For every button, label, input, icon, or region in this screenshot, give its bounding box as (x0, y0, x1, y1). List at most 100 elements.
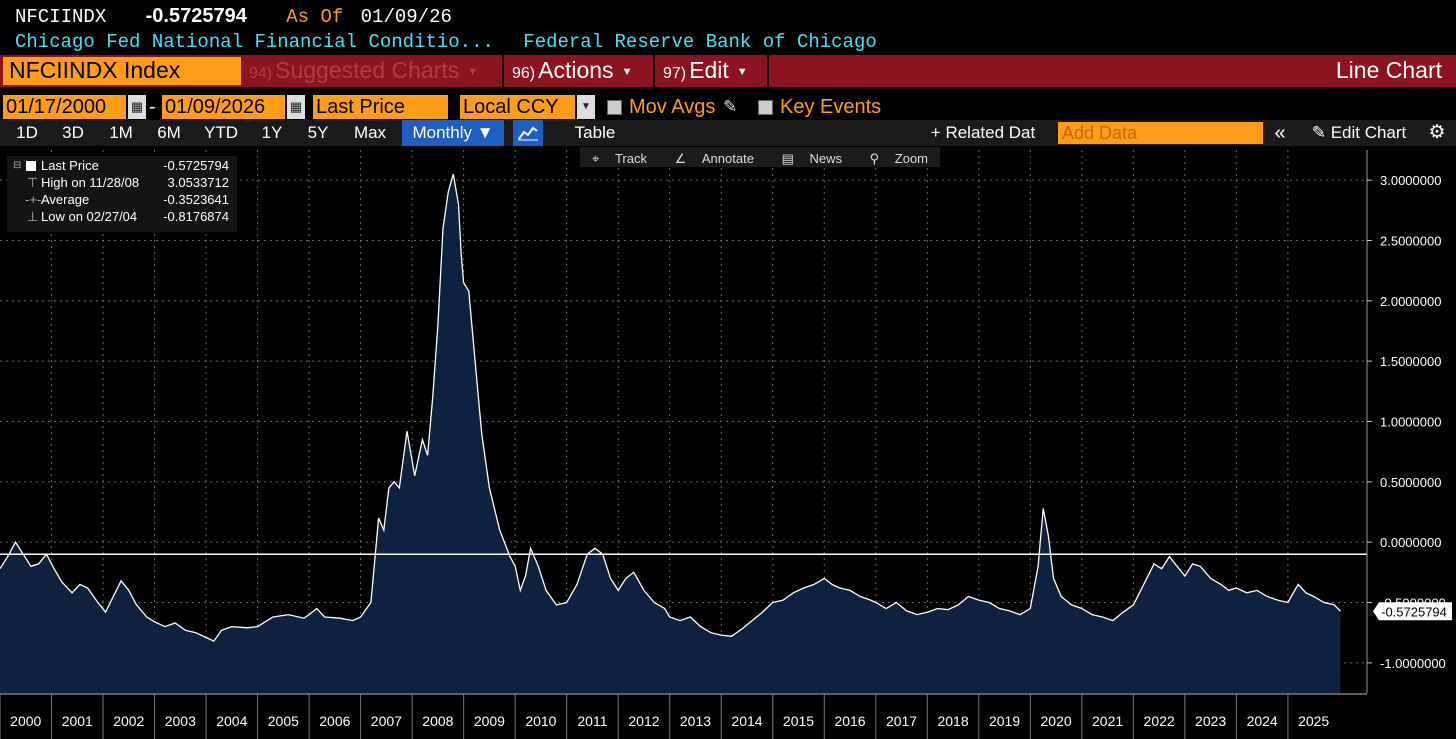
zoom-label: Zoom (894, 151, 929, 166)
legend-row-average: -+- Average -0.3523641 (7, 192, 237, 208)
series-swatch-icon (26, 161, 36, 171)
start-date-input[interactable]: 01/17/2000 (3, 95, 126, 119)
legend-label: High on 11/28/08 (41, 175, 140, 190)
y-tick-label: 1.5000000 (1380, 354, 1441, 369)
x-tick-label: 2015 (783, 713, 814, 729)
period-max[interactable]: Max (353, 123, 387, 142)
legend-value: 3.0533712 (167, 175, 229, 190)
x-tick-label: 2001 (62, 713, 93, 729)
x-tick-label: 2020 (1041, 713, 1072, 729)
x-tick-label: 2016 (834, 713, 865, 729)
crosshair-icon: ⌖ (592, 151, 600, 166)
frequency-label: Monthly (412, 123, 472, 142)
period-1y[interactable]: 1Y (261, 123, 283, 142)
table-button[interactable]: Table (574, 123, 616, 142)
annotate-tool[interactable]: ∠ Annotate (663, 147, 766, 171)
mov-avgs-label: Mov Avgs (629, 96, 716, 118)
period-3d[interactable]: 3D (62, 123, 84, 142)
edit-menu[interactable]: 97) Edit ▼ (657, 55, 769, 87)
ticker-symbol: NFCIINDX (15, 6, 107, 28)
as-of-date: 01/09/26 (360, 6, 452, 28)
edit-chart-button[interactable]: ✎ Edit Chart (1300, 120, 1418, 146)
legend-row-last: ⊟ Last Price -0.5725794 (7, 158, 237, 174)
security-source: Federal Reserve Bank of Chicago (523, 31, 877, 53)
x-tick-label: 2024 (1247, 713, 1278, 729)
calendar-icon[interactable]: ▦ (287, 95, 305, 119)
chart-legend: ⊟ Last Price -0.5725794 ⊤ High on 11/28/… (7, 156, 237, 232)
x-tick-label: 2025 (1298, 713, 1329, 729)
y-tick-label: 3.0000000 (1380, 173, 1441, 188)
period-6m[interactable]: 6M (157, 123, 181, 142)
security-field[interactable]: NFCIINDX Index (3, 57, 241, 85)
high-marker-icon: ⊤ (27, 175, 39, 190)
calendar-icon[interactable]: ▦ (128, 95, 146, 119)
frequency-dropdown[interactable]: Monthly ▼ (402, 120, 504, 146)
x-tick-label: 2006 (319, 713, 350, 729)
x-tick-label: 2010 (525, 713, 556, 729)
menu-number: 97) (663, 65, 687, 82)
related-data-label: Related Dat (945, 123, 1036, 142)
series-line (0, 173, 1341, 642)
menu-label: Actions (538, 57, 614, 83)
collapse-icon[interactable]: « (1274, 122, 1286, 144)
x-tick-label: 2013 (680, 713, 711, 729)
zoom-icon: ⚲ (869, 151, 880, 166)
low-marker-icon: ⊥ (27, 209, 39, 224)
x-tick-label: 2011 (577, 713, 607, 729)
x-tick-label: 2017 (886, 713, 917, 729)
actions-menu[interactable]: 96) Actions ▼ (506, 55, 655, 87)
edit-chart-label: Edit Chart (1330, 123, 1407, 142)
y-tick-label: 0.5000000 (1380, 475, 1441, 490)
track-tool[interactable]: ⌖ Track (580, 147, 659, 171)
menu-label: Edit (689, 57, 729, 83)
news-tool[interactable]: ▤ News (770, 147, 854, 171)
last-value: -0.5725794 (145, 5, 247, 27)
caret-down-icon: ▼ (467, 66, 479, 78)
end-date-input[interactable]: 01/09/2026 (162, 95, 285, 119)
x-tick-label: 2002 (113, 713, 144, 729)
last-value-tag (1373, 602, 1452, 621)
legend-row-high: ⊤ High on 11/28/08 3.0533712 (7, 175, 237, 191)
legend-value: -0.3523641 (163, 192, 229, 207)
x-tick-label: 2005 (268, 713, 299, 729)
gear-icon[interactable]: ⚙ (1428, 122, 1446, 143)
caret-down-icon: ▼ (736, 66, 748, 78)
y-tick-label: 2.5000000 (1380, 234, 1441, 249)
news-label: News (809, 151, 842, 166)
news-icon: ▤ (781, 151, 794, 166)
mov-avgs-checkbox[interactable] (607, 100, 622, 115)
suggested-charts-menu[interactable]: 94) Suggested Charts ▼ (243, 55, 504, 87)
chart-tools: ⌖ Track ∠ Annotate ▤ News ⚲ Zoom (580, 147, 941, 167)
key-events-checkbox[interactable] (758, 100, 773, 115)
currency-selector[interactable]: Local CCY (460, 95, 575, 119)
date-separator: - (149, 96, 156, 118)
legend-value: -0.8176874 (163, 209, 229, 224)
legend-row-low: ⊥ Low on 02/27/04 -0.8176874 (7, 209, 237, 225)
chart-type-label: Line Chart (1335, 57, 1442, 83)
x-tick-label: 2018 (937, 713, 968, 729)
menu-number: 96) (512, 65, 536, 82)
plus-icon: + (930, 123, 941, 142)
menu-label: Suggested Charts (275, 57, 460, 83)
annotate-label: Annotate (701, 151, 754, 166)
period-5y[interactable]: 5Y (307, 123, 329, 142)
collapse-icon[interactable]: ⊟ (13, 160, 22, 171)
field-selector[interactable]: Last Price (313, 95, 448, 119)
related-data-button[interactable]: + Related Dat (918, 120, 1048, 146)
period-1m[interactable]: 1M (109, 123, 133, 142)
add-data-input[interactable]: Add Data (1058, 122, 1263, 144)
zoom-tool[interactable]: ⚲ Zoom (858, 147, 940, 171)
x-tick-label: 2019 (989, 713, 1020, 729)
series-area (0, 174, 1341, 694)
period-1d[interactable]: 1D (16, 123, 38, 142)
x-tick-label: 2014 (731, 713, 762, 729)
x-tick-label: 2012 (628, 713, 659, 729)
x-tick-label: 2008 (422, 713, 453, 729)
legend-label: Low on 02/27/04 (41, 209, 138, 224)
line-chart-icon[interactable] (513, 120, 543, 146)
period-ytd[interactable]: YTD (204, 123, 238, 142)
line-chart-icon-glyph (518, 126, 538, 141)
pencil-icon[interactable]: ✎ (723, 97, 738, 116)
dropdown-icon[interactable]: ▼ (577, 95, 595, 119)
